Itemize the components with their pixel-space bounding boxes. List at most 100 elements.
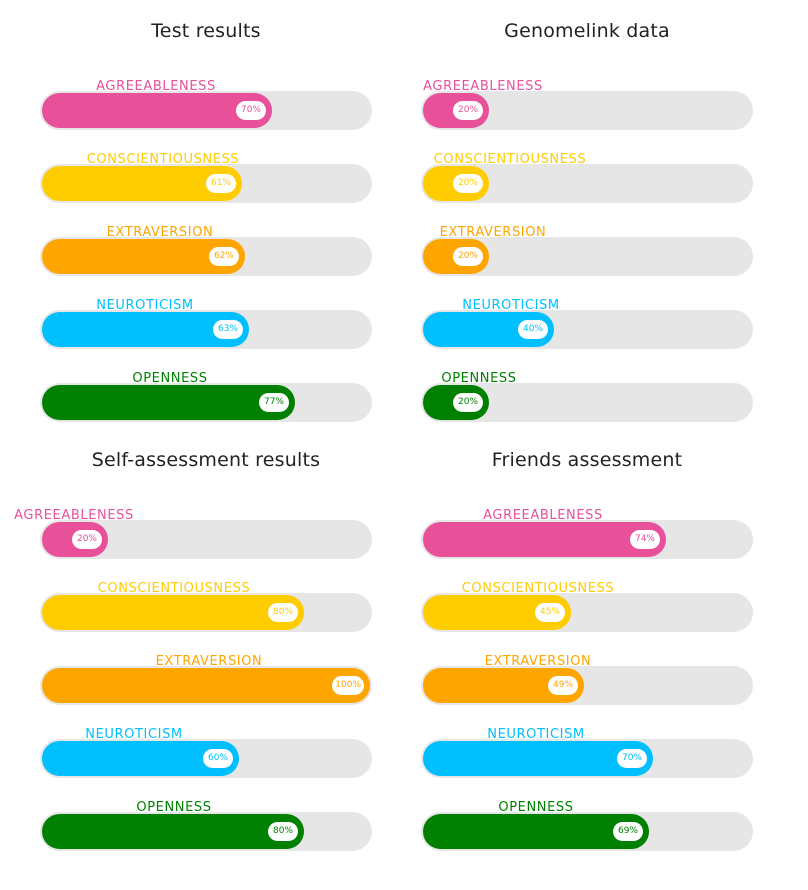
bar-fill: 20%: [423, 239, 489, 274]
bar-fill: 20%: [42, 522, 108, 557]
bar-track: 70%: [40, 91, 372, 130]
trait-row-openness: OPENNESS 20%: [421, 372, 753, 422]
trait-label: CONSCIENTIOUSNESS: [86, 152, 240, 167]
trait-row-agreeableness: AGREEABLENESS 20%: [14, 509, 372, 559]
bar-track: 20%: [40, 520, 372, 559]
bar-track: 20%: [421, 91, 753, 130]
trait-label: CONSCIENTIOUSNESS: [433, 152, 587, 167]
bar-track: 20%: [421, 164, 753, 203]
bar-fill: 74%: [423, 522, 666, 557]
trait-label: OPENNESS: [136, 800, 212, 815]
bar-track: 100%: [40, 666, 372, 705]
bar-fill: 80%: [42, 595, 304, 630]
trait-row-conscientiousness: CONSCIENTIOUSNESS 20%: [421, 153, 753, 203]
bar-fill: 49%: [423, 668, 584, 703]
trait-row-openness: OPENNESS 77%: [40, 372, 372, 422]
bar-fill: 61%: [42, 166, 242, 201]
bar-fill: 60%: [42, 741, 239, 776]
chart-title: Self-assessment results: [91, 449, 321, 471]
bar-fill: 80%: [42, 814, 304, 849]
trait-row-neuroticism: NEUROTICISM 60%: [40, 728, 372, 778]
bar-track: 62%: [40, 237, 372, 276]
bar-fill: 63%: [42, 312, 249, 347]
bar-fill: 100%: [42, 668, 370, 703]
trait-label: NEUROTICISM: [462, 298, 560, 313]
percent-label: 62%: [209, 247, 239, 266]
trait-label: AGREEABLENESS: [14, 508, 134, 523]
bar-track: 20%: [421, 383, 753, 422]
percent-label: 20%: [72, 530, 102, 549]
trait-row-agreeableness: AGREEABLENESS 70%: [40, 80, 372, 130]
trait-label: EXTRAVERSION: [484, 654, 592, 669]
trait-label: CONSCIENTIOUSNESS: [461, 581, 615, 596]
bar-fill: 70%: [42, 93, 272, 128]
bar-track: 60%: [40, 739, 372, 778]
trait-row-openness: OPENNESS 80%: [40, 801, 372, 851]
bar-track: 80%: [40, 593, 372, 632]
bar-track: 69%: [421, 812, 753, 851]
percent-label: 74%: [630, 530, 660, 549]
trait-label: NEUROTICISM: [487, 727, 585, 742]
trait-row-agreeableness: AGREEABLENESS 20%: [421, 80, 753, 130]
percent-label: 20%: [453, 174, 483, 193]
percent-label: 100%: [332, 676, 364, 695]
trait-row-extraversion: EXTRAVERSION 62%: [40, 226, 372, 276]
bar-track: 77%: [40, 383, 372, 422]
percent-label: 60%: [203, 749, 233, 768]
percent-label: 61%: [206, 174, 236, 193]
chart-title: Friends assessment: [491, 449, 683, 471]
percent-label: 20%: [453, 393, 483, 412]
trait-row-agreeableness: AGREEABLENESS 74%: [421, 509, 753, 559]
percent-label: 80%: [268, 603, 298, 622]
trait-label: AGREEABLENESS: [483, 508, 603, 523]
percent-label: 70%: [617, 749, 647, 768]
bar-track: 70%: [421, 739, 753, 778]
bar-fill: 20%: [423, 93, 489, 128]
trait-row-openness: OPENNESS 69%: [421, 801, 753, 851]
percent-label: 49%: [548, 676, 578, 695]
trait-row-conscientiousness: CONSCIENTIOUSNESS 45%: [421, 582, 753, 632]
bar-track: 40%: [421, 310, 753, 349]
trait-row-conscientiousness: CONSCIENTIOUSNESS 80%: [40, 582, 372, 632]
trait-row-extraversion: EXTRAVERSION 20%: [421, 226, 753, 276]
trait-row-conscientiousness: CONSCIENTIOUSNESS 61%: [40, 153, 372, 203]
chart-title: Genomelink data: [504, 20, 670, 42]
trait-row-neuroticism: NEUROTICISM 70%: [421, 728, 753, 778]
trait-label: EXTRAVERSION: [439, 225, 547, 240]
bar-track: 80%: [40, 812, 372, 851]
bar-track: 74%: [421, 520, 753, 559]
trait-label: CONSCIENTIOUSNESS: [97, 581, 251, 596]
bar-track: 49%: [421, 666, 753, 705]
bar-track: 20%: [421, 237, 753, 276]
trait-row-neuroticism: NEUROTICISM 63%: [40, 299, 372, 349]
bar-fill: 62%: [42, 239, 245, 274]
bar-fill: 20%: [423, 166, 489, 201]
percent-label: 20%: [453, 247, 483, 266]
trait-label: AGREEABLENESS: [423, 79, 543, 94]
trait-label: NEUROTICISM: [96, 298, 194, 313]
percent-label: 77%: [259, 393, 289, 412]
trait-row-extraversion: EXTRAVERSION 49%: [421, 655, 753, 705]
trait-label: EXTRAVERSION: [106, 225, 214, 240]
bar-fill: 70%: [423, 741, 653, 776]
trait-label: OPENNESS: [498, 800, 574, 815]
bar-fill: 40%: [423, 312, 554, 347]
chart-title: Test results: [151, 20, 261, 42]
bar-track: 45%: [421, 593, 753, 632]
percent-label: 63%: [213, 320, 243, 339]
percent-label: 45%: [535, 603, 565, 622]
trait-label: OPENNESS: [441, 371, 517, 386]
percent-label: 69%: [613, 822, 643, 841]
chart-panel-3: Self-assessment results AGREEABLENESS 20% C…: [14, 449, 372, 851]
bar-fill: 77%: [42, 385, 295, 420]
bar-fill: 45%: [423, 595, 571, 630]
trait-row-neuroticism: NEUROTICISM 40%: [421, 299, 753, 349]
trait-label: AGREEABLENESS: [96, 79, 216, 94]
chart-panel-2: Genomelink data AGREEABLENESS 20% CONSCIENT…: [421, 20, 753, 422]
trait-label: NEUROTICISM: [85, 727, 183, 742]
percent-label: 70%: [236, 101, 266, 120]
chart-panel-1: Test results AGREEABLENESS 70% CONSCIENTIOU…: [40, 20, 372, 422]
chart-panel-4: Friends assessment AGREEABLENESS 74% CONSCI…: [421, 449, 753, 851]
bar-track: 63%: [40, 310, 372, 349]
bar-fill: 69%: [423, 814, 649, 849]
